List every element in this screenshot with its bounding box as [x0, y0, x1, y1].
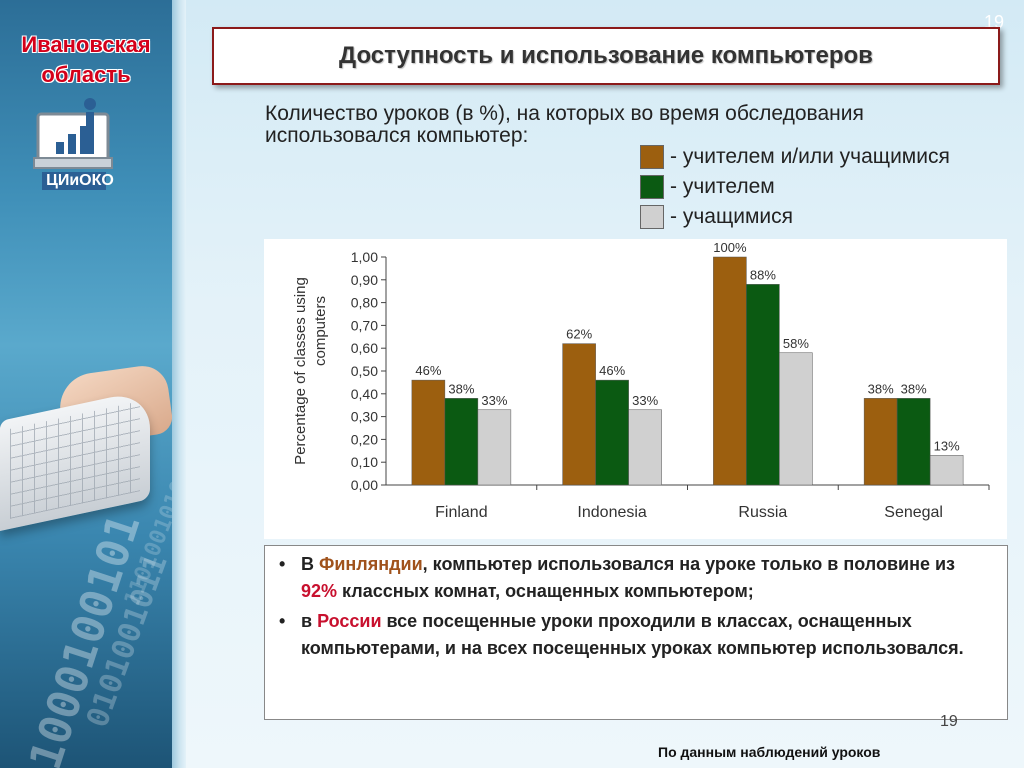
bar-value-label: 33%	[632, 393, 658, 408]
y-tick-label: 0,60	[351, 340, 378, 356]
legend-swatch	[640, 145, 664, 169]
notes-box: В Финляндии, компьютер использовался на …	[264, 545, 1008, 720]
x-tick-label: Russia	[738, 504, 787, 521]
y-axis-label: computers	[312, 296, 329, 366]
bar	[595, 379, 629, 486]
legend-item: - учителем и/или учащимися	[640, 142, 950, 172]
bar	[562, 343, 596, 486]
page-number-bottom: 19	[940, 713, 958, 730]
legend-label: - учителем	[670, 175, 775, 198]
chart-panel: 0,00 0,10 0,20 0,30 0,40 0,50 0,60 0,70 0,80 0,90…	[264, 239, 1007, 539]
bar-value-label: 100%	[713, 240, 747, 255]
chart-legend: - учителем и/или учащимися - учителем - …	[640, 142, 950, 232]
bar	[746, 284, 780, 486]
bar	[628, 409, 662, 486]
chart-subtitle: Количество уроков (в %), на которых во в…	[265, 102, 864, 147]
bar-value-label: 58%	[783, 336, 809, 351]
y-tick-label: 0,80	[351, 295, 378, 311]
bar-value-label: 38%	[448, 381, 474, 396]
bar-value-label: 38%	[868, 381, 894, 396]
bar	[896, 398, 931, 486]
y-tick-label: 0,20	[351, 431, 378, 447]
y-axis-label: Percentage of classes using	[292, 277, 309, 465]
bar	[929, 455, 964, 486]
x-tick-label: Indonesia	[577, 504, 646, 521]
legend-item: - учащимися	[640, 202, 950, 232]
x-tick-label: Senegal	[884, 504, 943, 521]
keyboard-image	[0, 389, 150, 531]
y-tick-label: 0,50	[351, 363, 378, 379]
bar	[779, 352, 813, 486]
logo-text: ЦИиОКО	[46, 172, 114, 189]
bar	[713, 256, 747, 486]
legend-label: - учащимися	[670, 205, 793, 228]
y-tick-label: 0,10	[351, 454, 378, 470]
highlight-russia: России	[317, 611, 382, 631]
region-name: Ивановская область	[21, 32, 151, 87]
legend-swatch	[640, 175, 664, 199]
bar-value-label: 33%	[481, 393, 507, 408]
footnote: По данным наблюдений уроков	[658, 744, 881, 760]
bar	[477, 409, 512, 486]
y-tick-label: 0,40	[351, 386, 378, 402]
y-tick-label: 0,00	[351, 477, 378, 493]
bar-chart: 0,00 0,10 0,20 0,30 0,40 0,50 0,60 0,70 0,80 0,90…	[292, 240, 990, 521]
bar-value-label: 46%	[599, 363, 625, 378]
bar-value-label: 46%	[415, 363, 441, 378]
note-item: В Финляндии, компьютер использовался на …	[279, 551, 995, 605]
x-tick-label: Finland	[435, 504, 487, 521]
slide-title: Доступность и использование компьютеров	[212, 27, 1000, 85]
note-item: в России все посещенные уроки проходили …	[279, 608, 995, 662]
y-tick-label: 0,30	[351, 409, 378, 425]
y-tick-label: 0,90	[351, 272, 378, 288]
highlight-finland: Финляндии	[319, 554, 423, 574]
bar-value-label: 88%	[750, 267, 776, 282]
legend-label: - учителем и/или учащимися	[670, 145, 950, 168]
legend-swatch	[640, 205, 664, 229]
bar-value-label: 38%	[901, 381, 927, 396]
slide-title-text: Доступность и использование компьютеров	[339, 42, 873, 69]
y-tick-label: 1,00	[351, 249, 378, 265]
bar	[863, 398, 898, 486]
bar	[411, 379, 446, 486]
bar	[444, 398, 479, 486]
bar-value-label: 62%	[566, 327, 592, 342]
legend-item: - учителем	[640, 172, 950, 202]
highlight-percent: 92%	[301, 581, 338, 601]
bar-value-label: 13%	[934, 438, 960, 453]
y-tick-label: 0,70	[351, 317, 378, 333]
sidebar-separator	[172, 0, 186, 768]
logo-icon	[33, 98, 113, 190]
